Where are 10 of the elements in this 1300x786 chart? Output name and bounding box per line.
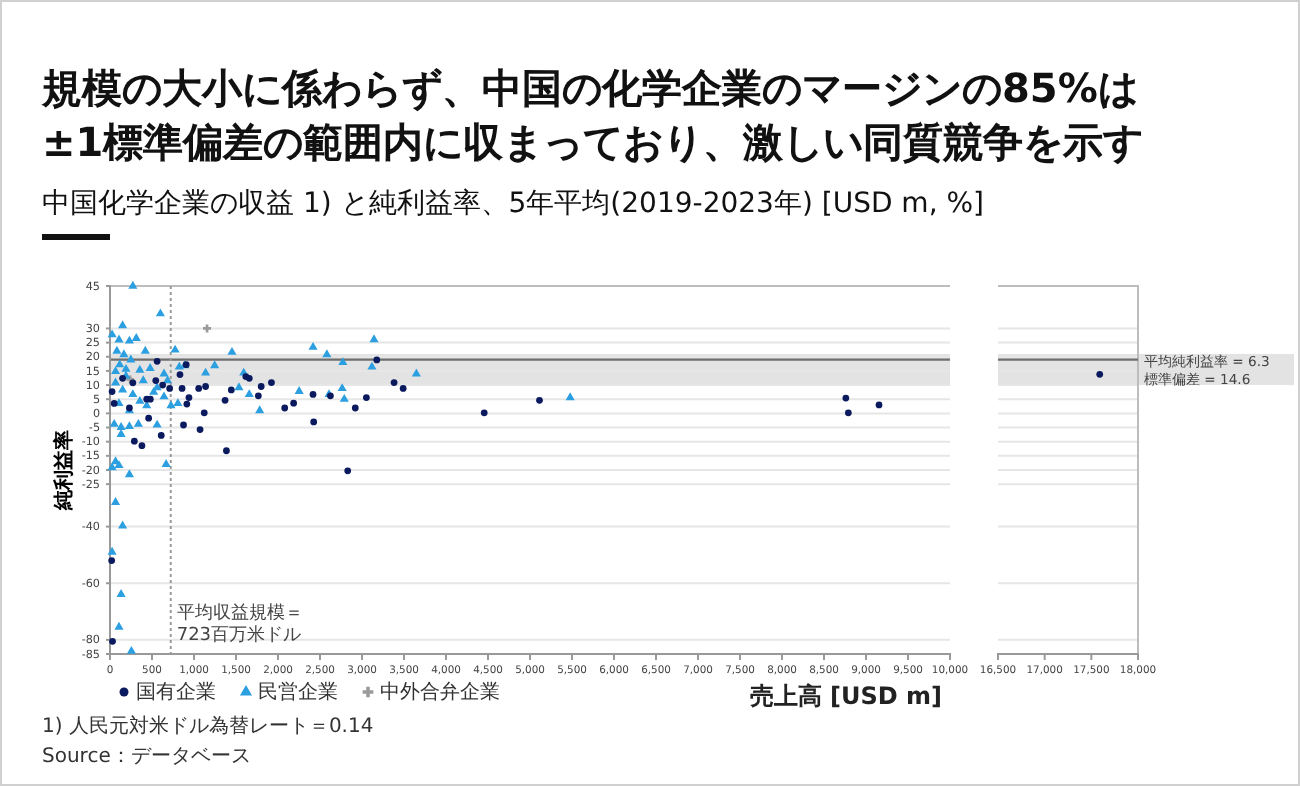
chart-title: 規模の大小に係わらず、中国の化学企業のマージンの85%は ±1標準偏差の範囲内に収まっており、激しい同質競争を示す — [40, 64, 1144, 166]
y-axis-title: 純利益率 — [52, 430, 76, 512]
legend-label: 民営企業 — [258, 680, 338, 704]
x-axis-title: 売上高 [USD m] — [749, 682, 942, 710]
source-note: Source：データベース — [42, 746, 251, 768]
chart-subtitle: 中国化学企業の収益 1) と純利益率、5年平均(2019-2023年) [USD m, %] — [42, 188, 984, 220]
legend-label: 中外合弁企業 — [380, 680, 500, 704]
legend-label: 国有企業 — [136, 680, 216, 704]
ref-line-label: 平均収益規模＝ 723百万米ドル — [176, 602, 303, 646]
text: 1) 人民元対米ドル為替レート＝0.14 — [42, 714, 374, 738]
